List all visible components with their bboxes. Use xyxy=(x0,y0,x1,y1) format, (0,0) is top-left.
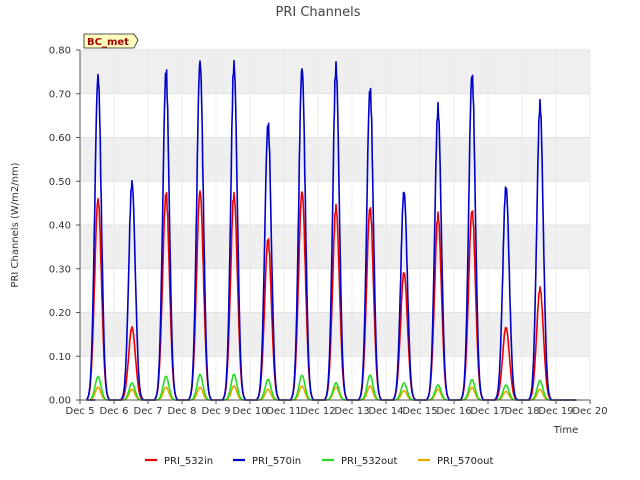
legend-label-pri_532in: PRI_532in xyxy=(164,456,213,467)
x-tick-label: Dec 20 xyxy=(572,406,607,417)
chart-title: PRI Channels xyxy=(276,5,361,20)
x-tick-label: Dec 7 xyxy=(134,406,163,417)
y-tick-labels: 0.00 0.10 0.20 0.30 0.40 0.50 0.60 0.70 0.80 xyxy=(49,46,80,407)
legend-label-pri_570in: PRI_570in xyxy=(252,456,301,467)
x-tick-label: Dec 6 xyxy=(100,406,129,417)
x-tick-label: Dec 9 xyxy=(202,406,231,417)
x-tick-label: Dec 13 xyxy=(334,406,369,417)
x-tick-label: Dec 19 xyxy=(538,406,573,417)
x-tick-label: Dec 15 xyxy=(402,406,437,417)
legend-label-pri_532out: PRI_532out xyxy=(341,456,397,467)
x-tick-label: Dec 14 xyxy=(368,406,403,417)
x-tick-label: Dec 11 xyxy=(266,406,301,417)
x-tick-label: Dec 17 xyxy=(470,406,505,417)
legend: PRI_532in PRI_570in PRI_532out PRI_570out xyxy=(145,456,493,467)
x-tick-label: Dec 18 xyxy=(504,406,539,417)
y-tick-label: 0.30 xyxy=(49,264,71,275)
x-tick-label: Dec 8 xyxy=(168,406,197,417)
y-tick-label: 0.80 xyxy=(49,46,71,57)
y-tick-label: 0.60 xyxy=(49,133,71,144)
y-tick-label: 0.40 xyxy=(49,221,71,232)
x-tick-label: Dec 5 xyxy=(66,406,95,417)
legend-label-pri_570out: PRI_570out xyxy=(437,456,493,467)
y-tick-label: 0.50 xyxy=(49,177,71,188)
plot-band xyxy=(80,137,590,182)
x-axis-title: Time xyxy=(553,425,578,436)
y-tick-label: 0.70 xyxy=(49,89,71,100)
y-tick-label: 0.00 xyxy=(49,396,71,407)
y-tick-label: 0.10 xyxy=(49,352,71,363)
x-tick-label: Dec 10 xyxy=(232,406,267,417)
site-badge: BC_met xyxy=(83,33,139,49)
plot-band xyxy=(80,312,590,357)
x-tick-label: Dec 12 xyxy=(300,406,335,417)
x-tick-label: Dec 16 xyxy=(436,406,471,417)
site-badge-label: BC_met xyxy=(87,37,129,48)
y-axis-title: PRI Channels (W/m2/nm) xyxy=(10,162,21,287)
y-tick-label: 0.20 xyxy=(49,308,71,319)
